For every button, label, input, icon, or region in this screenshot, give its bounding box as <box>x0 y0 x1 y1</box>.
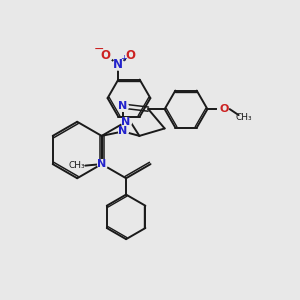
Text: −: − <box>94 44 104 56</box>
Text: N: N <box>118 126 128 136</box>
Text: N: N <box>118 101 128 111</box>
Text: +: + <box>120 54 127 63</box>
Text: CH₃: CH₃ <box>69 161 85 170</box>
Text: O: O <box>126 49 136 62</box>
Text: CH₃: CH₃ <box>236 113 252 122</box>
Text: N: N <box>113 58 123 70</box>
Text: O: O <box>101 49 111 62</box>
Text: O: O <box>219 104 229 114</box>
Text: N: N <box>122 117 131 127</box>
Text: N: N <box>97 159 106 169</box>
